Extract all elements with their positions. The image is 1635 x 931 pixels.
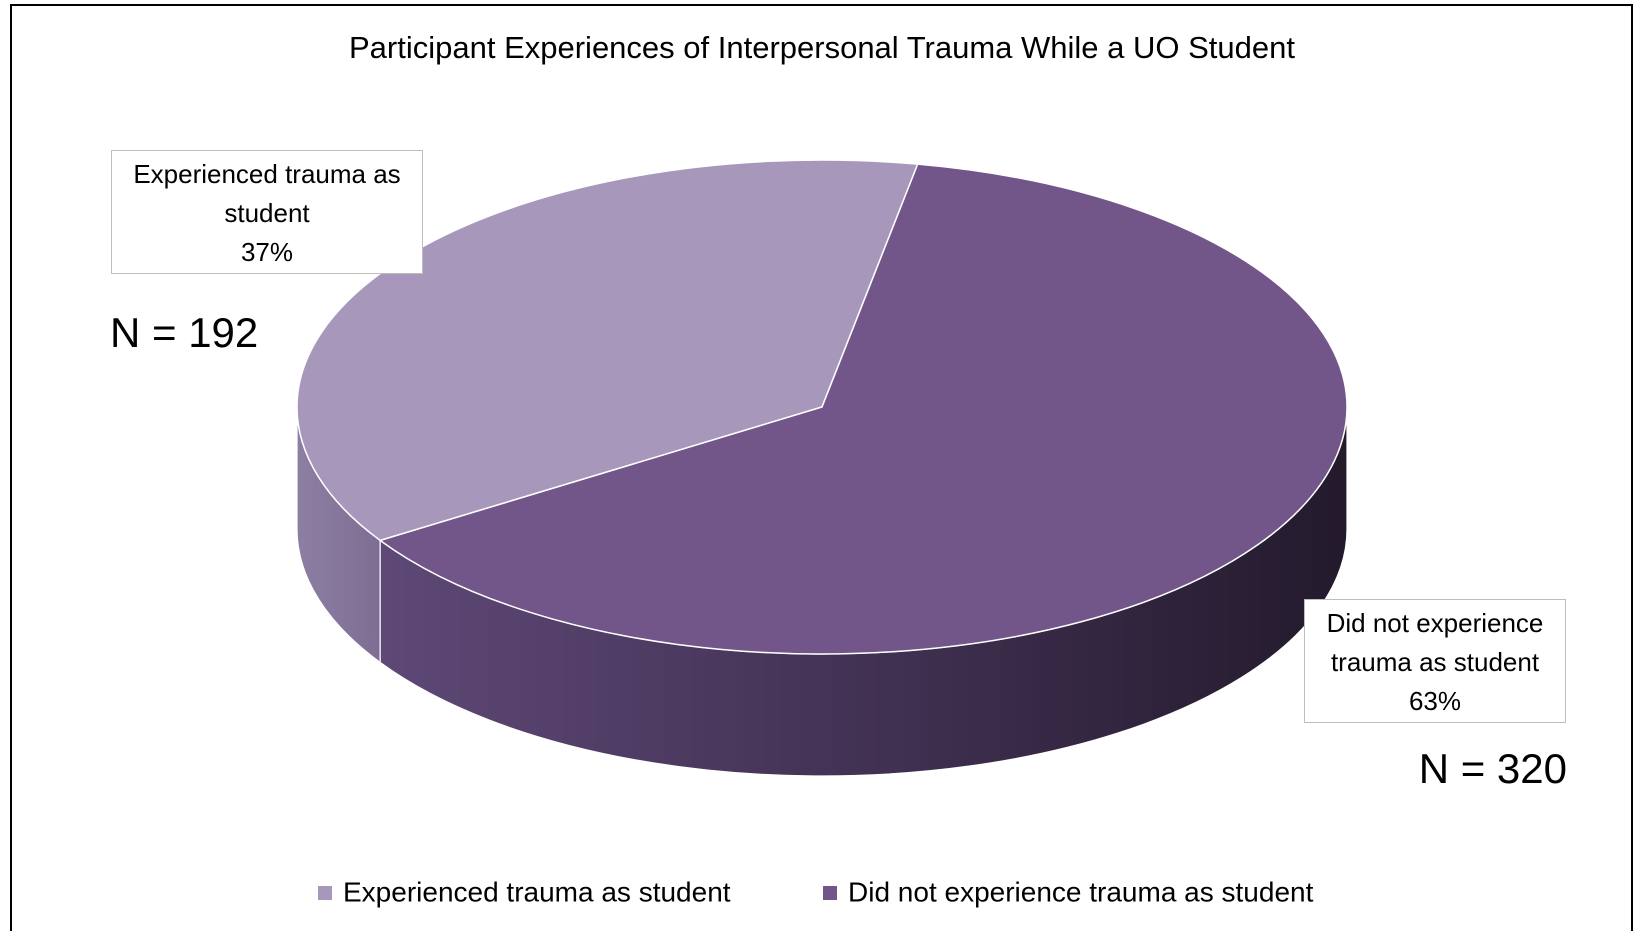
legend-swatch	[318, 886, 332, 900]
legend-label: Experienced trauma as student	[343, 876, 731, 907]
pie-slice	[378, 163, 1348, 655]
annotation: N = 192	[110, 309, 258, 356]
legend-swatch	[823, 886, 837, 900]
chart-border	[10, 4, 1633, 931]
data-label-category: Did not experience trauma as student	[1326, 608, 1544, 677]
data-label-box: Did not experience trauma as student 63%	[1304, 599, 1566, 723]
data-label-value: 37%	[240, 237, 294, 267]
data-label-category: Experienced trauma as student	[133, 159, 401, 228]
legend-label: Did not experience trauma as student	[848, 876, 1314, 907]
chart-title: Participant Experiences of Interpersonal…	[349, 30, 1295, 65]
data-label-box: Experienced trauma as student 37%	[111, 150, 423, 274]
annotation: N = 320	[1419, 745, 1567, 792]
data-label-value: 63%	[1408, 686, 1462, 716]
